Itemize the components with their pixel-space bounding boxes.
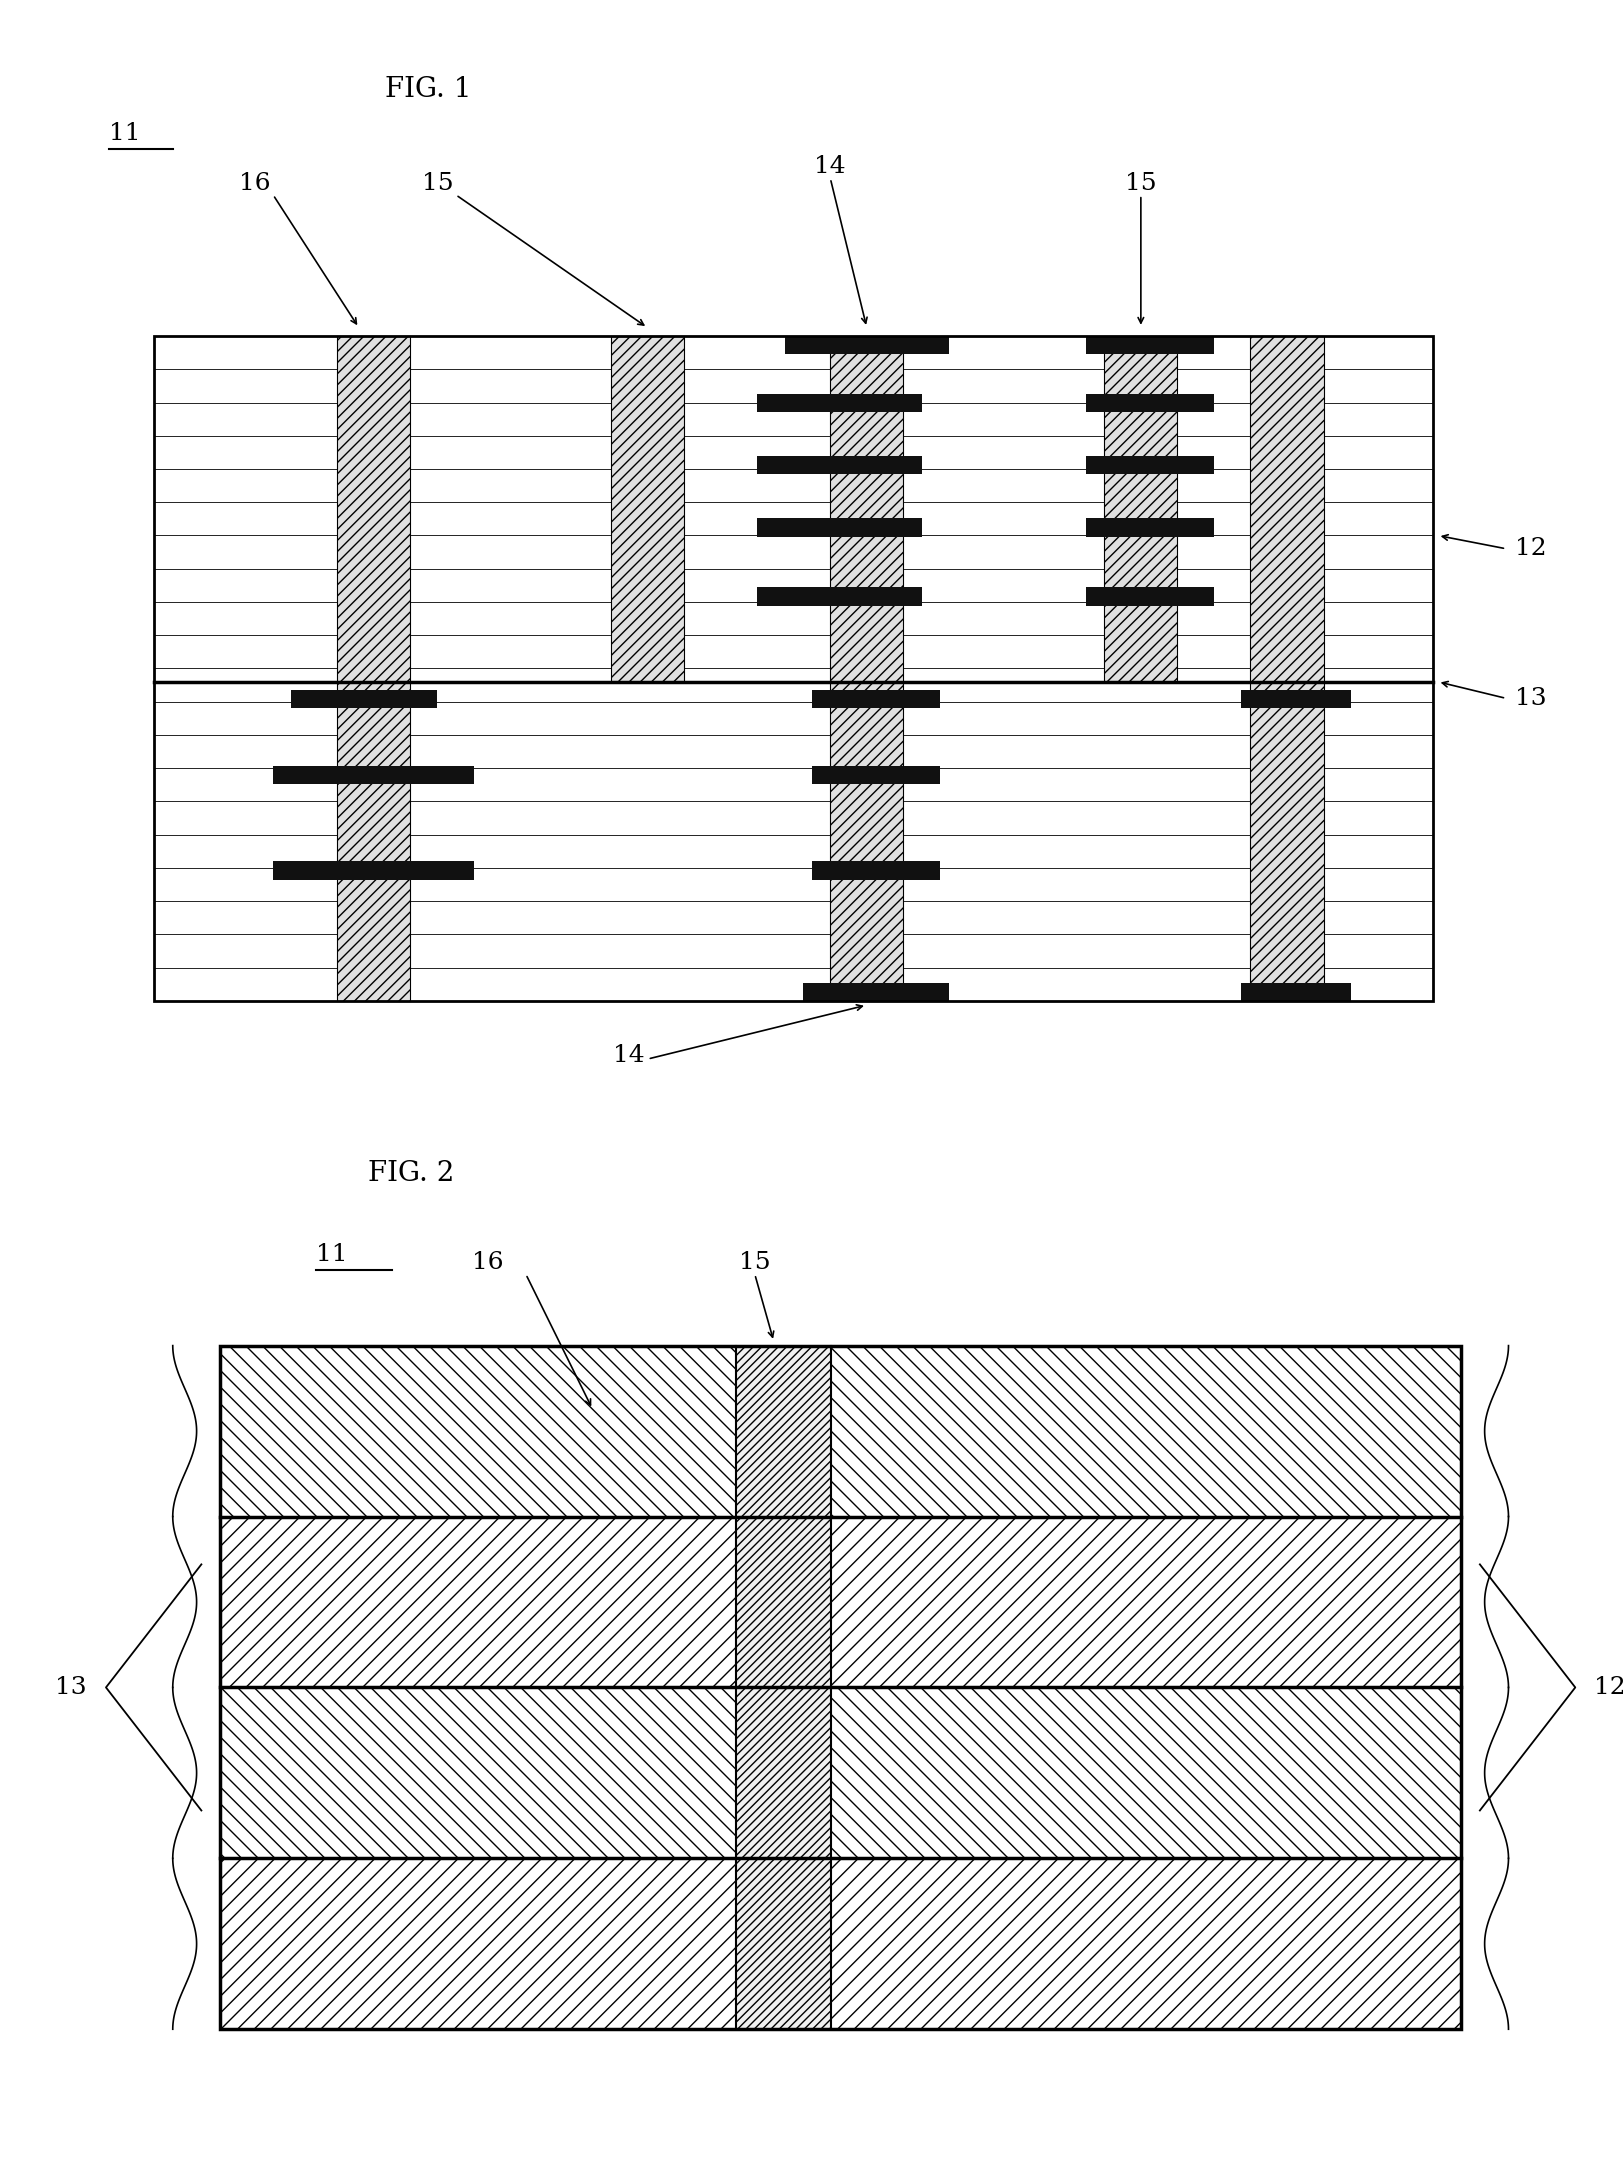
Bar bbox=[221, 1858, 1461, 2029]
Text: 15: 15 bbox=[1125, 171, 1156, 195]
Text: 13: 13 bbox=[1514, 687, 1547, 709]
Bar bbox=[1086, 395, 1214, 412]
Bar bbox=[1086, 518, 1214, 535]
Bar bbox=[221, 1518, 1461, 1687]
Text: 13: 13 bbox=[55, 1676, 88, 1700]
Bar bbox=[221, 1687, 1461, 1858]
Text: 14: 14 bbox=[613, 1045, 644, 1067]
Bar bbox=[1240, 689, 1350, 709]
Text: 11: 11 bbox=[315, 1242, 347, 1266]
Text: 12: 12 bbox=[1594, 1676, 1623, 1700]
Text: 16: 16 bbox=[239, 171, 271, 195]
Text: 11: 11 bbox=[109, 121, 140, 145]
Bar bbox=[812, 861, 940, 880]
Bar bbox=[812, 689, 940, 709]
Bar bbox=[291, 689, 437, 709]
Text: FIG. 1: FIG. 1 bbox=[385, 76, 471, 104]
Text: FIG. 2: FIG. 2 bbox=[368, 1160, 454, 1186]
Bar bbox=[756, 518, 922, 535]
Bar bbox=[1086, 588, 1214, 605]
Bar bbox=[221, 1346, 1461, 2029]
Bar bbox=[756, 455, 922, 475]
Text: 15: 15 bbox=[422, 171, 453, 195]
Bar bbox=[273, 861, 474, 880]
Bar bbox=[1086, 455, 1214, 475]
Bar bbox=[812, 765, 940, 785]
Bar bbox=[756, 395, 922, 412]
Bar bbox=[338, 336, 411, 1002]
Text: 16: 16 bbox=[472, 1251, 503, 1275]
Bar bbox=[1086, 336, 1214, 353]
Text: 12: 12 bbox=[1514, 538, 1547, 559]
Bar bbox=[802, 982, 948, 1002]
Bar bbox=[735, 1346, 831, 2029]
Text: 15: 15 bbox=[738, 1251, 769, 1275]
Bar bbox=[1104, 336, 1177, 681]
Bar bbox=[610, 336, 683, 681]
Text: 14: 14 bbox=[815, 156, 846, 178]
Bar bbox=[273, 765, 474, 785]
Bar bbox=[221, 1346, 1461, 1518]
Bar bbox=[784, 336, 948, 353]
Bar bbox=[756, 588, 922, 605]
Bar bbox=[1240, 982, 1350, 1002]
Bar bbox=[1250, 336, 1323, 1002]
Bar bbox=[154, 336, 1433, 1002]
Bar bbox=[829, 336, 902, 1002]
